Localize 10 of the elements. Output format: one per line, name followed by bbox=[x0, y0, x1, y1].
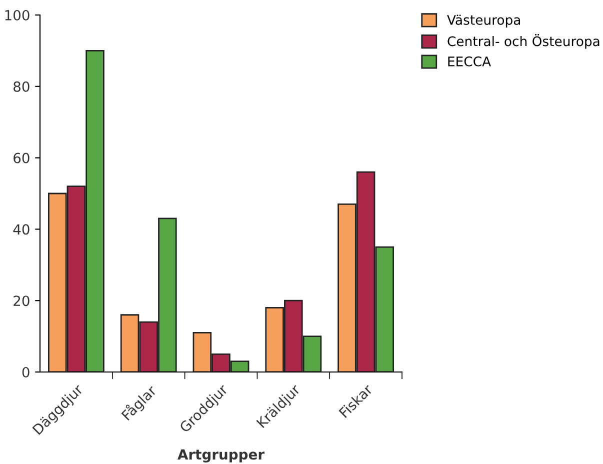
y-tick-label: 0 bbox=[22, 366, 30, 378]
legend-label: EECCA bbox=[448, 56, 491, 66]
y-tick-label: 20 bbox=[14, 296, 30, 306]
y-tick-label: 40 bbox=[13, 224, 30, 235]
x-axis-title: Artgrupper bbox=[178, 449, 264, 462]
legend-label: Västeuropa bbox=[447, 14, 520, 28]
y-tick-label: 60 bbox=[14, 152, 30, 164]
legend-label: Central- och Östeuropa bbox=[448, 34, 600, 49]
y-tick-label: 100 bbox=[5, 10, 30, 20]
y-tick-label: 80 bbox=[14, 81, 30, 92]
